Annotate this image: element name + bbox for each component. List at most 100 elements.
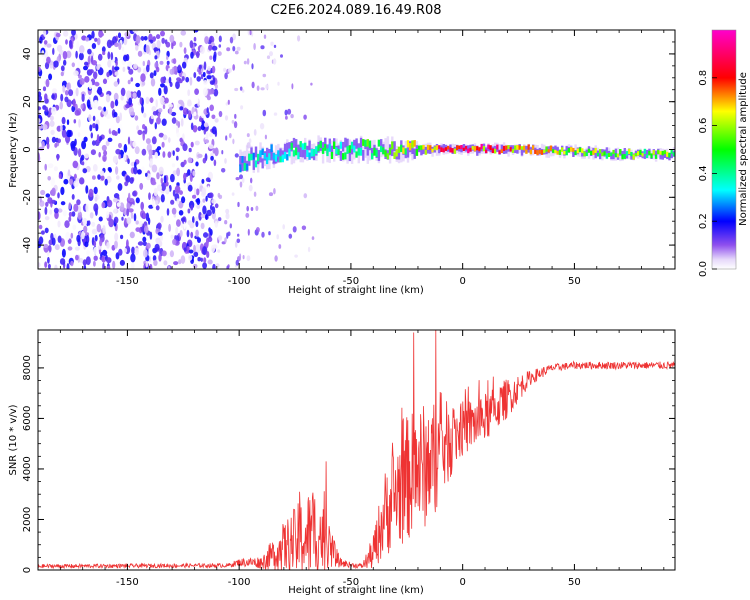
colorbar-frame (711, 29, 737, 270)
spectrogram-noise-cell (99, 170, 105, 176)
spectrogram-signal-cell (610, 152, 613, 157)
spectrogram-signal-cell (252, 152, 255, 160)
spectrogram-noise-cell (145, 96, 150, 105)
spectrogram-sparse-cell (234, 113, 237, 119)
spectrogram-noise-cell (112, 155, 118, 164)
spectrogram-noise-cell (121, 216, 124, 221)
spectrogram-noise-cell (103, 150, 108, 156)
spectrogram-sparse-cell (280, 54, 283, 58)
spectrogram-signal-cell (373, 147, 376, 156)
spectrogram-signal-cell (650, 153, 653, 159)
spectrogram-noise-cell (62, 210, 67, 217)
spectrogram-signal-cell (487, 144, 490, 150)
spectrogram-signal-cell (418, 145, 421, 150)
spectrogram-signal-cell (346, 148, 349, 164)
spectrogram-signal-cell (380, 139, 383, 150)
spectrogram-signal-cell (476, 149, 479, 156)
snr-y-tick-label: 6000 (22, 406, 33, 431)
colorbar-tick-label: 0.8 (698, 70, 709, 86)
spectrogram-noise-cell (40, 189, 46, 196)
snr-axes: -150 -100 -50 0 50 0 2000 4000 6000 8000 (22, 329, 675, 588)
spectrogram-signal-cell (438, 145, 441, 149)
spectrogram-signal-cell (612, 149, 615, 155)
spectrogram-noise-cell (67, 169, 71, 177)
spectrogram-noise-cell (137, 241, 144, 246)
spectrogram-noise-cell (196, 204, 201, 210)
spectrogram-noise-cell (172, 189, 176, 197)
spectrogram-noise-cell (178, 210, 184, 216)
spectrogram-signal-cell (637, 151, 640, 156)
spectrogram-signal-cell (348, 145, 352, 153)
spectrogram-noise-cell (171, 43, 174, 50)
spectrogram-noise-cell (130, 77, 134, 82)
spectrogram-noise-cell (208, 44, 213, 51)
spectrogram-signal-cell (362, 139, 365, 146)
spectrogram-noise-cell (155, 205, 160, 211)
spectrogram-noise-cell (170, 173, 175, 183)
spectrogram-noise-cell (78, 74, 82, 79)
spectrogram-noise-cell (44, 261, 48, 269)
spectrogram-signal-cell (547, 149, 550, 153)
spectrogram-noise-cell (83, 225, 88, 234)
spectrogram-noise-cell (96, 89, 102, 94)
spectrogram-signal-cell (286, 142, 289, 153)
spectrogram-sparse-cell (255, 205, 259, 211)
spectrogram-signal-cell (350, 144, 354, 155)
spectrogram-noise-cell (206, 209, 212, 217)
spectrogram-signal-cell (449, 147, 452, 153)
spectrogram-noise-cell (161, 250, 167, 257)
spectrogram-noise-cell (38, 118, 41, 123)
spectrogram-signal-cell (520, 148, 524, 156)
spectrogram-noise-cell (66, 50, 72, 59)
spectrogram-noise-cell (121, 190, 125, 200)
spectrogram-signal-cell (297, 152, 300, 160)
colorbar-ticks: 0.0 0.2 0.4 0.6 0.8 (698, 70, 717, 277)
spectrogram-noise-cell (160, 30, 165, 37)
spectrogram-signal-cell (496, 144, 499, 150)
spectrogram-noise-cell (47, 176, 51, 181)
spectrogram-sparse-cell (232, 33, 237, 41)
spectrogram-signal-cell (502, 145, 506, 151)
spectrogram-sparse-cell (231, 192, 235, 196)
spectrogram-noise-cell (142, 241, 147, 247)
spectrogram-noise-cell (160, 215, 164, 223)
spectrogram-signal-cell (601, 152, 604, 157)
spectrogram-signal-cell (659, 152, 662, 160)
spectrogram-noise-cell (136, 125, 140, 131)
spectrogram-noise-cell (38, 95, 43, 102)
spectrogram-signal-cell (527, 147, 530, 153)
colorbar-tick-label: 0.2 (698, 213, 709, 229)
spectrogram-signal-cell (277, 150, 280, 157)
spectrogram-noise-cell (45, 193, 51, 198)
spectrogram-signal-cell (657, 149, 660, 155)
spectrogram-signal-cell (364, 142, 367, 158)
spectrogram-noise-cell (113, 81, 119, 87)
spectrogram-sparse-cell (269, 51, 273, 57)
spectrogram-signal-cell (549, 147, 553, 157)
spectrogram-signal-cell (440, 147, 443, 152)
spectrogram-noise-cell (49, 120, 55, 127)
spectrogram-noise-cell (41, 140, 45, 149)
spectrogram-y-tick-label: 40 (22, 48, 33, 61)
spectrogram-noise-cell (135, 227, 141, 233)
spectrogram-signal-cell (507, 145, 510, 149)
spectrogram-noise-cell (132, 141, 137, 148)
spectrogram-signal-cell (424, 150, 428, 155)
spectrogram-noise-cell (195, 229, 199, 237)
spectrogram-noise-cell (106, 199, 113, 208)
spectrogram-noise-cell (117, 127, 121, 134)
spectrogram-signal-cell (283, 143, 287, 154)
spectrogram-signal-cell (574, 150, 577, 156)
spectrogram-noise-cell (197, 153, 203, 158)
spectrogram-noise-cell (81, 161, 85, 166)
spectrogram-signal-cell (426, 148, 430, 154)
spectrogram-signal-cell (366, 145, 369, 156)
spectrogram-noise-cell (166, 55, 169, 60)
spectrogram-noise-cell (123, 248, 128, 253)
spectrogram-noise-cell (143, 225, 149, 234)
spectrogram-noise-cell (213, 159, 217, 167)
spectrogram-noise-cell (61, 129, 67, 138)
spectrogram-sparse-cell (266, 55, 271, 59)
spectrogram-noise-cell (205, 131, 209, 139)
spectrogram-noise-cell (98, 32, 104, 37)
